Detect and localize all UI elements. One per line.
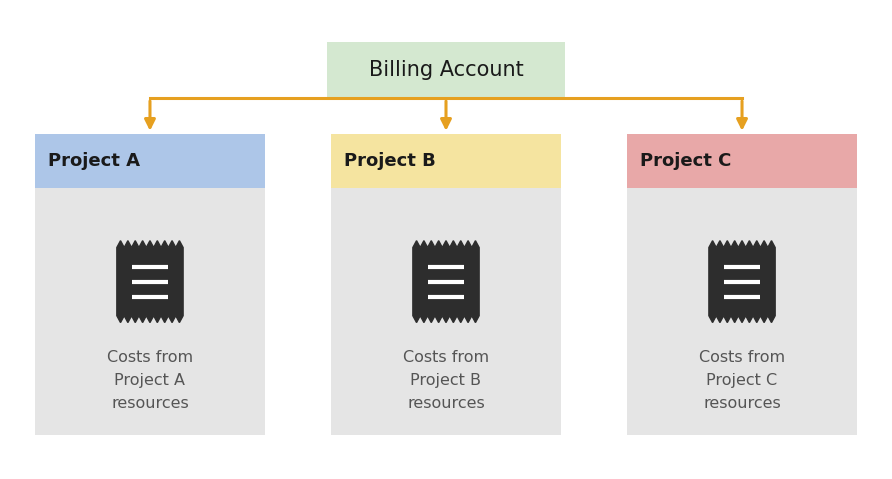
Text: Costs from
Project C
resources: Costs from Project C resources — [699, 350, 785, 411]
Text: Costs from
Project B
resources: Costs from Project B resources — [403, 350, 489, 411]
Text: Project C: Project C — [640, 152, 731, 170]
Polygon shape — [117, 240, 183, 322]
Text: Project B: Project B — [344, 152, 436, 170]
Polygon shape — [709, 240, 775, 322]
FancyBboxPatch shape — [331, 134, 561, 188]
FancyBboxPatch shape — [35, 134, 265, 435]
Text: Costs from
Project A
resources: Costs from Project A resources — [107, 350, 193, 411]
FancyBboxPatch shape — [331, 134, 561, 435]
FancyBboxPatch shape — [627, 134, 857, 435]
Text: Billing Account: Billing Account — [368, 60, 524, 80]
Text: Project A: Project A — [48, 152, 140, 170]
Polygon shape — [413, 240, 479, 322]
FancyBboxPatch shape — [35, 134, 265, 188]
FancyBboxPatch shape — [627, 134, 857, 188]
FancyBboxPatch shape — [326, 42, 566, 98]
